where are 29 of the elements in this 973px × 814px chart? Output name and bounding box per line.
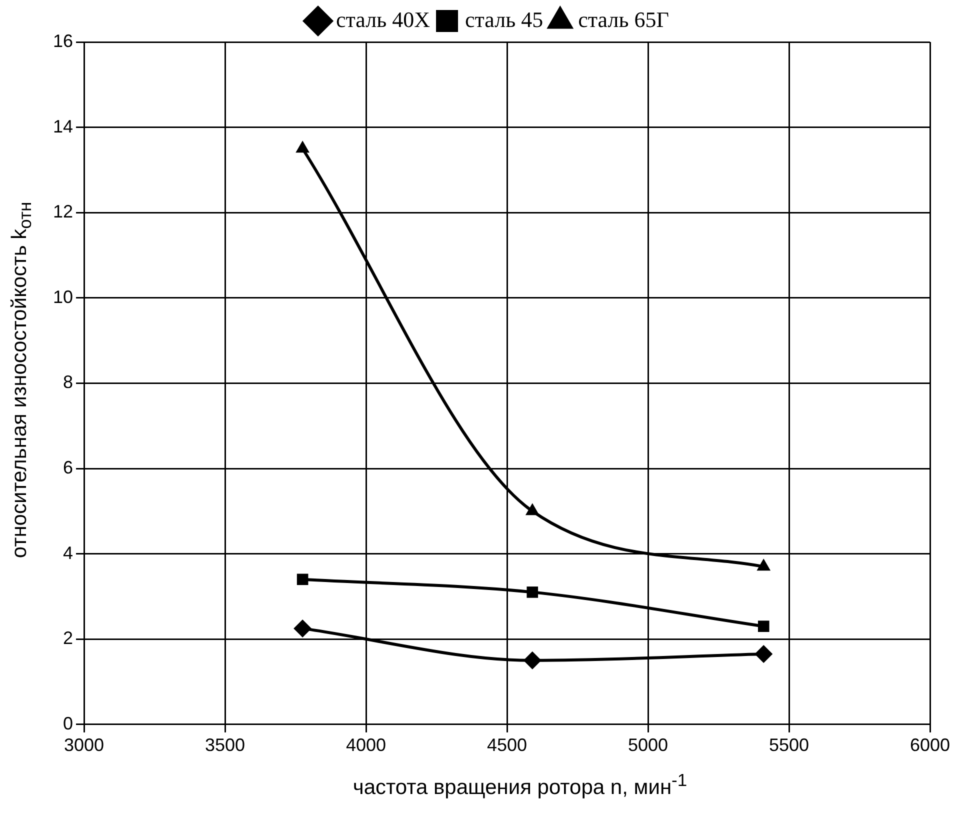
legend-label: сталь 40Х bbox=[336, 6, 430, 32]
point bbox=[758, 620, 770, 632]
point bbox=[296, 574, 308, 586]
x-tick-label: 3500 bbox=[204, 735, 246, 756]
y-tick-label: 6 bbox=[63, 457, 74, 478]
x-tick-label: 5500 bbox=[768, 735, 810, 756]
y-tick-label: 0 bbox=[63, 713, 74, 734]
x-tick-label: 4500 bbox=[486, 735, 528, 756]
y-tick-label: 16 bbox=[52, 30, 74, 51]
legend-label: сталь 45 bbox=[465, 6, 544, 32]
x-tick-label: 4000 bbox=[346, 735, 386, 756]
point bbox=[525, 503, 540, 516]
y-tick-label: 8 bbox=[63, 372, 74, 392]
point bbox=[296, 140, 310, 153]
x-tick-label: 6000 bbox=[910, 735, 950, 756]
y-tick-label: 2 bbox=[63, 628, 74, 648]
point bbox=[756, 558, 771, 571]
point bbox=[294, 619, 312, 638]
y-tick-label: 4 bbox=[63, 542, 74, 563]
point bbox=[523, 651, 542, 670]
y-tick-label: 10 bbox=[52, 286, 74, 307]
y-tick-label: 12 bbox=[52, 202, 74, 222]
x-axis-title: частота вращения ротора n, мин$^{-1}$ bbox=[352, 770, 688, 800]
y-tick-label: 14 bbox=[52, 116, 74, 136]
x-tick-label: 5000 bbox=[628, 735, 668, 756]
point bbox=[754, 645, 773, 664]
point bbox=[526, 586, 538, 598]
x-tick-label: 3000 bbox=[64, 735, 104, 756]
legend-label: сталь 65Г bbox=[578, 6, 670, 32]
